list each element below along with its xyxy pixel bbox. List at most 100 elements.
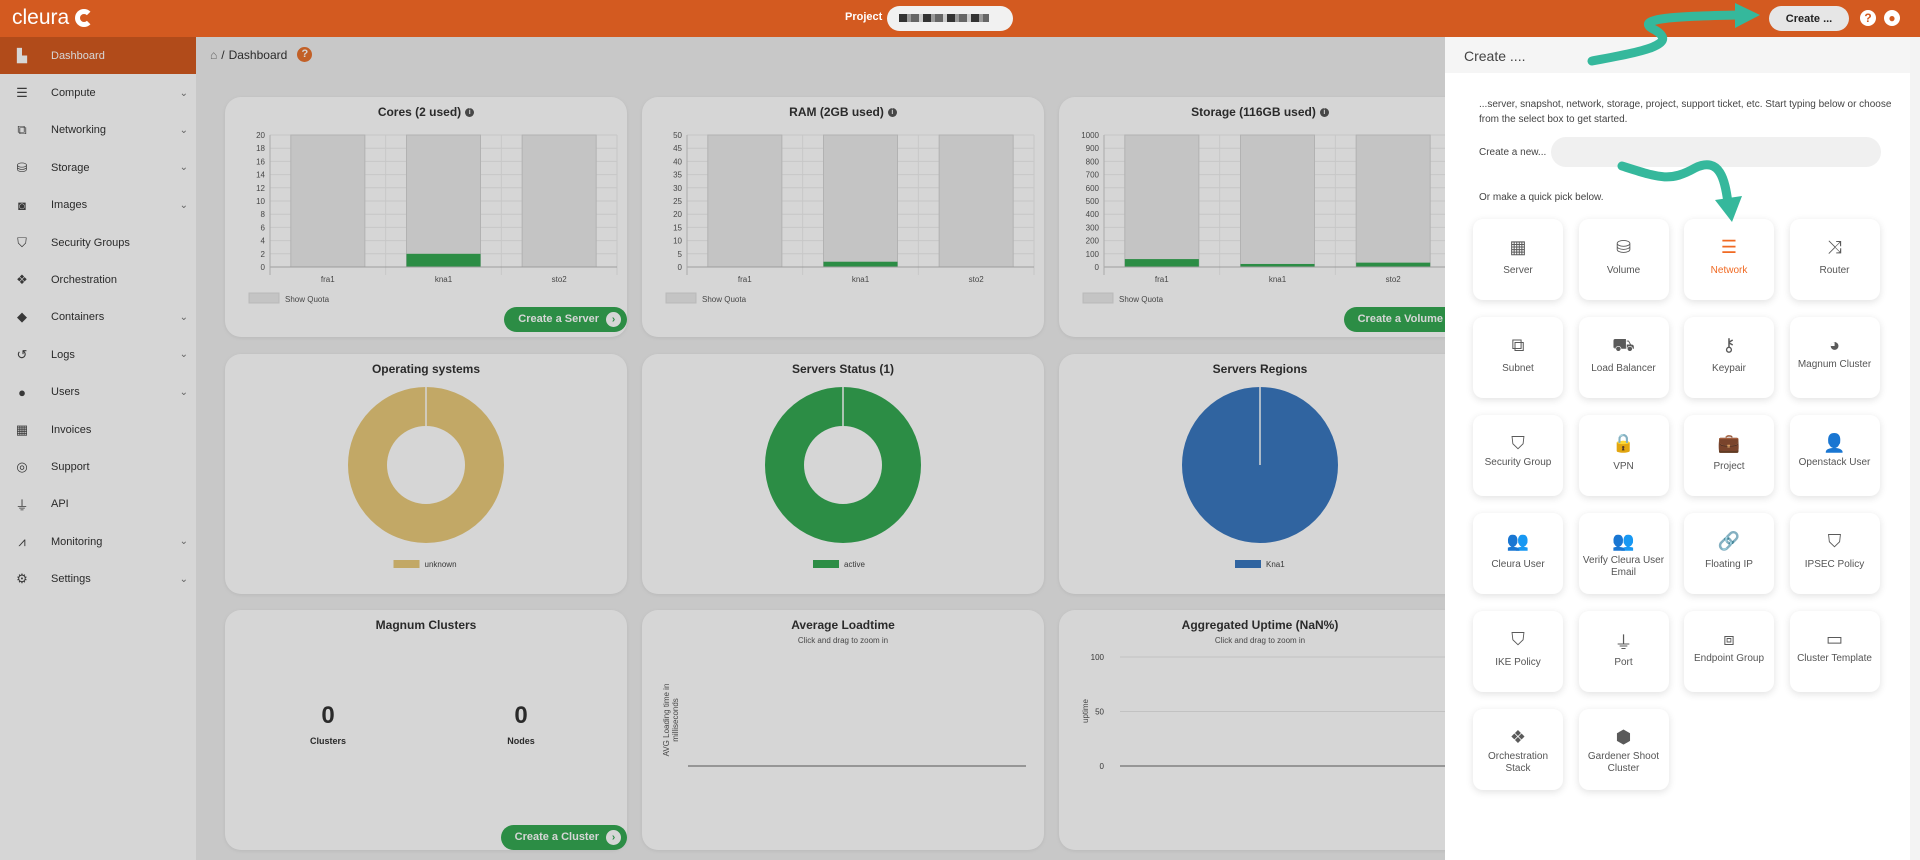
tile-cluster-template[interactable]: ▭ Cluster Template — [1789, 611, 1880, 692]
info-icon[interactable]: i — [465, 108, 475, 118]
tile-label: Router — [1819, 265, 1850, 276]
tile-project[interactable]: 💼 Project — [1684, 415, 1774, 496]
sidebar-item-label: Storage — [51, 161, 90, 174]
sidebar-item-compute[interactable]: ☰ Compute ⌄ — [0, 74, 196, 111]
loadtime-title: Average Loadtime — [791, 618, 895, 632]
regions-chart: Kna1 — [1182, 387, 1338, 569]
create-button[interactable]: Create ... — [1769, 6, 1849, 31]
sidebar-item-networking[interactable]: ⧉ Networking ⌄ — [0, 112, 196, 149]
chart-line-icon: ⩘ — [18, 533, 26, 549]
sidebar-item-images[interactable]: ◙ Images ⌄ — [0, 187, 196, 224]
calculator-icon: ▦ — [15, 421, 29, 437]
legend-label: unknown — [425, 560, 457, 569]
legend-swatch — [248, 292, 280, 304]
home-icon[interactable]: ⌂ — [210, 47, 218, 62]
tile-load-balancer[interactable]: ⛟ Load Balancer — [1578, 317, 1669, 398]
sidebar-item-invoices[interactable]: ▦ Invoices — [0, 411, 196, 448]
quota-bar — [1355, 134, 1431, 268]
tile-ike-policy[interactable]: ⛉ IKE Policy — [1473, 611, 1563, 692]
help-icon[interactable]: ? — [297, 47, 313, 62]
tile-subnet[interactable]: ⧉ Subnet — [1473, 317, 1563, 398]
create-new-input[interactable] — [1551, 137, 1881, 167]
clusters-count: 0 — [321, 702, 335, 729]
info-icon[interactable]: i — [1319, 108, 1329, 118]
create-server-button[interactable]: Create a Server › — [504, 307, 627, 332]
tile-volume[interactable]: ⛁ Volume — [1578, 219, 1669, 300]
tile-gardener-shoot-cluster[interactable]: ⬢ Gardener Shoot Cluster — [1578, 709, 1669, 790]
sidebar-item-logs[interactable]: ↺ Logs ⌄ — [0, 336, 196, 373]
tile-endpoint-group[interactable]: ⧈ Endpoint Group — [1684, 611, 1774, 692]
sidebar-item-label: Settings — [51, 573, 91, 586]
user-cleura-icon: 👥 — [1612, 531, 1635, 551]
tile-verify-cleura-user-email[interactable]: 👥 Verify Cleura User Email — [1578, 513, 1669, 594]
shuffle-icon: ⤨ — [1827, 237, 1842, 257]
tile-port[interactable]: ⏚ Port — [1578, 611, 1669, 692]
sidebar-item-label: Orchestration — [51, 274, 118, 287]
y-tick-label: 20 — [673, 210, 682, 219]
user-icon[interactable]: ● — [1884, 10, 1900, 26]
tile-openstack-user[interactable]: 👤 Openstack User — [1789, 415, 1880, 496]
usage-bar — [1124, 259, 1199, 267]
tile-network[interactable]: ☰ Network — [1684, 219, 1774, 300]
tile-orchestration-stack[interactable]: ❖ Orchestration Stack — [1473, 709, 1563, 790]
tile-label: IPSEC Policy — [1804, 559, 1865, 570]
y-tick-label: 18 — [256, 144, 265, 153]
chevron-down-icon[interactable]: ⌄ — [179, 536, 188, 548]
status-title: Servers Status (1) — [791, 362, 895, 376]
database-icon: ⛁ — [16, 159, 28, 175]
chevron-down-icon[interactable]: ⌄ — [179, 573, 188, 585]
nodes-label: Nodes — [507, 736, 535, 746]
tile-server[interactable]: ▦ Server — [1473, 219, 1563, 300]
quota-bar — [938, 134, 1014, 268]
sidebar-item-label: Networking — [51, 124, 107, 137]
y-tick-label: 20 — [256, 131, 265, 140]
y-tick-label: 10 — [673, 237, 682, 246]
chevron-down-icon[interactable]: ⌄ — [179, 349, 188, 361]
sidebar-item-monitoring[interactable]: ⩘ Monitoring ⌄ — [0, 523, 196, 560]
tile-floating-ip[interactable]: 🔗 Floating IP — [1684, 513, 1774, 594]
sidebar-item-containers[interactable]: ◆ Containers ⌄ — [0, 299, 196, 336]
chevron-down-icon[interactable]: ⌄ — [179, 124, 188, 136]
chevron-down-icon[interactable]: ⌄ — [179, 199, 188, 211]
breadcrumb: ⌂ / Dashboard ? — [210, 47, 313, 62]
chevron-down-icon[interactable]: ⌄ — [179, 162, 188, 174]
os-title: Operating systems — [371, 362, 481, 376]
chevron-down-icon[interactable]: ⌄ — [179, 386, 188, 398]
panel-scrollbar[interactable] — [1910, 37, 1920, 860]
project-name-redacted — [899, 14, 989, 22]
sidebar-item-api[interactable]: ⏚ API — [0, 486, 196, 523]
create-volume-button[interactable]: Create a Volume› — [1343, 307, 1471, 332]
storage-title: Storage (116GB used) — [1191, 105, 1316, 119]
sidebar-item-security-groups[interactable]: ⛉ Security Groups — [0, 224, 196, 261]
tile-ipsec-policy[interactable]: ⛉ IPSEC Policy — [1789, 513, 1880, 594]
uptime-card[interactable]: Aggregated Uptime (NaN%) Click and drag … — [1059, 610, 1461, 850]
project-select[interactable] — [887, 6, 1013, 31]
nodes-count: 0 — [514, 702, 528, 729]
quota-bar — [290, 134, 366, 268]
arrow-circle-right-icon: › — [606, 830, 621, 845]
chevron-down-icon[interactable]: ⌄ — [179, 87, 188, 99]
sidebar-item-orchestration[interactable]: ❖ Orchestration — [0, 261, 196, 298]
history-icon: ↺ — [16, 346, 28, 362]
create-new-label: Create a new... — [1479, 147, 1547, 158]
help-icon[interactable]: ? — [1860, 10, 1876, 26]
sidebar-item-users[interactable]: ● Users ⌄ — [0, 374, 196, 411]
tile-security-group[interactable]: ⛉ Security Group — [1473, 415, 1563, 496]
link-icon: 🔗 — [1717, 531, 1741, 551]
tile-keypair[interactable]: ⚷ Keypair — [1684, 317, 1774, 398]
sidebar-item-storage[interactable]: ⛁ Storage ⌄ — [0, 149, 196, 186]
tile-magnum-cluster[interactable]: ◕ Magnum Cluster — [1789, 317, 1880, 398]
tile-router[interactable]: ⤨ Router — [1789, 219, 1880, 300]
arrow-circle-right-icon: › — [606, 312, 621, 327]
create-cluster-button[interactable]: Create a Cluster › — [500, 825, 627, 850]
info-icon[interactable]: i — [887, 108, 897, 118]
cleura-logo[interactable]: cleura — [12, 6, 94, 30]
chevron-down-icon[interactable]: ⌄ — [179, 311, 188, 323]
tile-cleura-user[interactable]: 👥 Cleura User — [1473, 513, 1563, 594]
loadtime-card[interactable]: Average Loadtime Click and drag to zoom … — [642, 610, 1044, 850]
sidebar-item-dashboard[interactable]: ▙ Dashboard — [0, 37, 196, 75]
tile-vpn[interactable]: 🔒 VPN — [1578, 415, 1669, 496]
sidebar-item-settings[interactable]: ⚙ Settings ⌄ — [0, 560, 196, 597]
sidebar-item-support[interactable]: ◎ Support — [0, 448, 196, 485]
y-tick-label: 100 — [1091, 653, 1105, 662]
